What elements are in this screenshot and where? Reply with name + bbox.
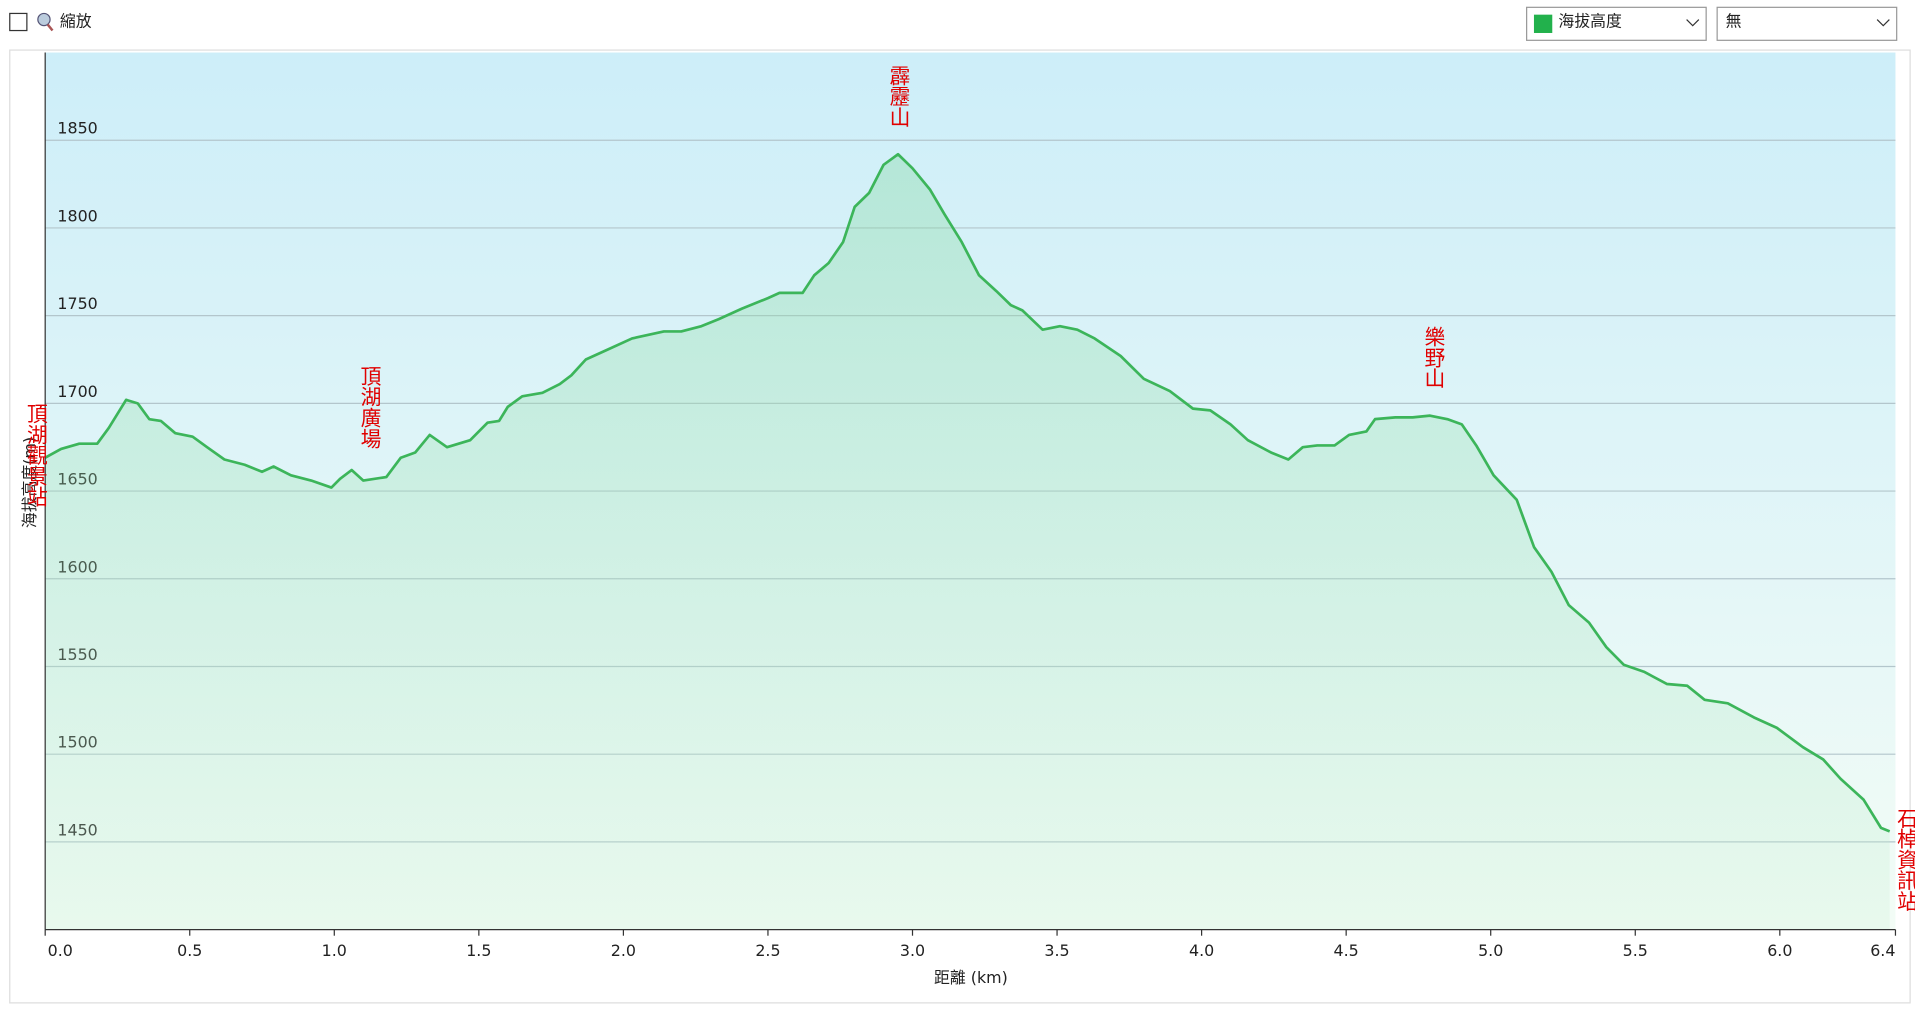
zoom-icon	[37, 12, 51, 27]
x-tick-label: 3.5	[1044, 941, 1069, 960]
series-select[interactable]	[1526, 6, 1707, 41]
y-tick-label: 1750	[57, 294, 97, 313]
x-tick-label: 4.0	[1189, 941, 1214, 960]
elevation-line	[44, 152, 1891, 833]
annotation: 頂湖廣場	[357, 366, 381, 449]
area-fill	[45, 154, 1890, 930]
compare-select[interactable]	[1716, 6, 1898, 41]
x-tick-label: 1.0	[322, 941, 347, 960]
x-tick-label: 6.4	[1870, 941, 1895, 960]
y-tick-label: 1700	[57, 382, 97, 401]
x-tick-label: 1.5	[466, 941, 491, 960]
x-tick-label: 4.5	[1334, 941, 1359, 960]
x-tick-label: 2.0	[611, 941, 636, 960]
y-axis-title: 海拔高度(m)	[20, 437, 39, 528]
dropdown-arrow	[1686, 19, 1700, 27]
x-tick-label: 0.0	[48, 941, 73, 960]
x-axis-title: 距離 (km)	[934, 968, 1008, 987]
annotation: 頂湖觀景站	[23, 403, 47, 507]
x-tick-label: 6.0	[1767, 941, 1792, 960]
y-tick-label: 1800	[57, 206, 97, 225]
compare-select-text: 無	[1726, 11, 1742, 30]
annotation: 石棹資訊站	[1894, 808, 1915, 912]
zoom-checkbox[interactable]	[9, 12, 28, 32]
x-tick-label: 5.5	[1623, 941, 1648, 960]
chart-frame	[9, 49, 1911, 1004]
x-tick-label: 0.5	[177, 941, 202, 960]
x-tick-label: 2.5	[755, 941, 780, 960]
annotation: 霹靂山	[886, 65, 910, 127]
dropdown-arrow	[1876, 19, 1890, 27]
x-tick-label: 5.0	[1478, 941, 1503, 960]
series-select-text: 海拔高度	[1558, 11, 1622, 30]
series-swatch	[1533, 14, 1553, 33]
y-tick-label: 1850	[57, 119, 97, 138]
annotation: 樂野山	[1421, 326, 1445, 388]
zoom-icon-handle	[46, 23, 54, 32]
x-tick-label: 3.0	[900, 941, 925, 960]
zoom-label: 縮放	[60, 11, 92, 30]
